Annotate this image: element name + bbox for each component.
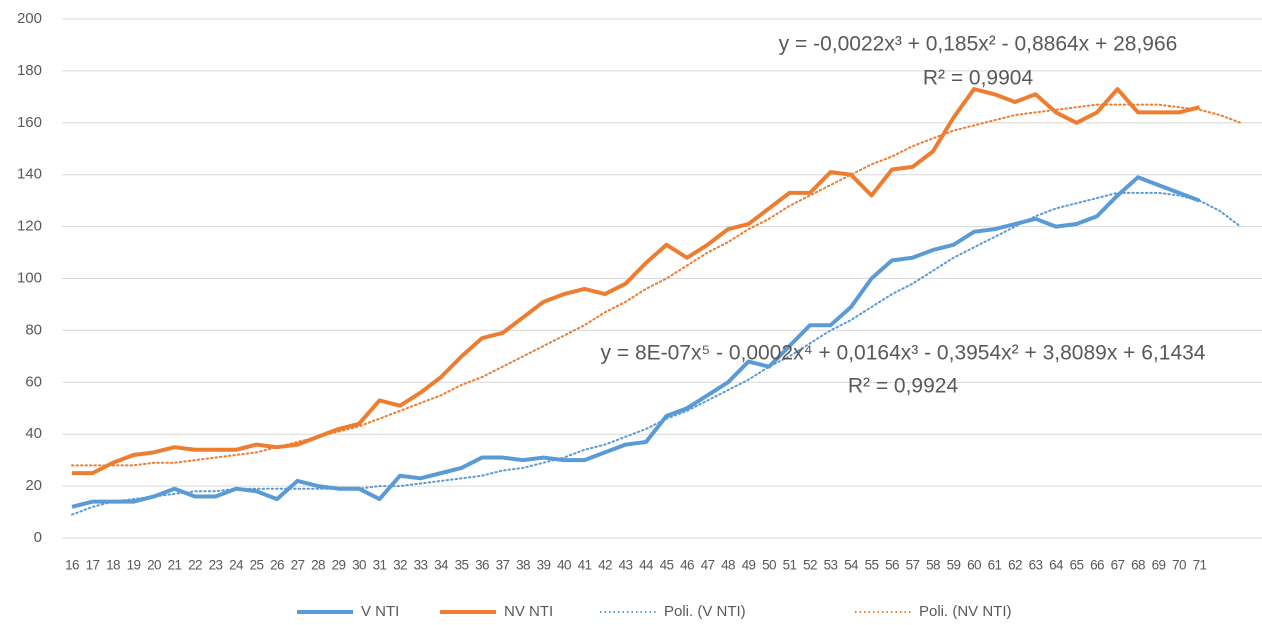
legend-label: Poli. (V NTI)	[664, 603, 746, 620]
x-tick-label: 34	[434, 558, 449, 573]
x-tick-label: 32	[393, 558, 407, 573]
x-tick-label: 55	[865, 558, 879, 573]
x-tick-label: 35	[455, 558, 469, 573]
x-tick-label: 39	[537, 558, 551, 573]
series-line	[72, 87, 1200, 476]
y-tick-label: 160	[17, 114, 42, 131]
x-tick-label: 29	[332, 558, 346, 573]
x-tick-label: 58	[926, 558, 940, 573]
x-tick-label: 41	[578, 558, 592, 573]
x-tick-label: 25	[250, 558, 264, 573]
series-line	[71, 175, 1201, 509]
legend-label: Poli. (NV NTI)	[919, 603, 1012, 620]
x-tick-label: 61	[988, 558, 1002, 573]
x-tick-label: 16	[65, 558, 79, 573]
x-tick-label: 38	[516, 558, 530, 573]
trend-line	[71, 103, 1242, 467]
x-tick-label: 69	[1152, 558, 1166, 573]
x-tick-label: 44	[639, 558, 654, 573]
r-squared: R² = 0,9924	[848, 375, 959, 398]
y-tick-label: 0	[34, 529, 42, 546]
equation: y = -0,0022x³ + 0,185x² - 0,8864x + 28,9…	[779, 33, 1178, 56]
x-tick-label: 21	[168, 558, 182, 573]
r-squared: R² = 0,9904	[923, 67, 1034, 90]
y-tick-label: 80	[25, 321, 42, 338]
x-tick-label: 63	[1029, 558, 1043, 573]
x-tick-label: 36	[475, 558, 489, 573]
x-tick-label: 17	[86, 558, 100, 573]
x-tick-label: 18	[106, 558, 120, 573]
x-tick-label: 45	[660, 558, 674, 573]
y-tick-label: 40	[25, 425, 42, 442]
x-tick-label: 19	[127, 558, 141, 573]
x-tick-label: 47	[701, 558, 715, 573]
legend-label: NV NTI	[504, 603, 553, 620]
x-tick-label: 37	[496, 558, 510, 573]
x-tick-label: 26	[270, 558, 284, 573]
y-tick-label: 140	[17, 166, 42, 183]
x-tick-label: 23	[209, 558, 223, 573]
x-tick-label: 53	[824, 558, 838, 573]
y-tick-label: 60	[25, 373, 42, 390]
x-tick-label: 65	[1070, 558, 1084, 573]
x-tick-label: 20	[147, 558, 161, 573]
x-tick-label: 22	[188, 558, 202, 573]
x-tick-label: 24	[229, 558, 244, 573]
y-tick-label: 20	[25, 477, 42, 494]
y-tick-label: 120	[17, 218, 42, 235]
x-tick-label: 50	[762, 558, 776, 573]
x-tick-label: 68	[1131, 558, 1145, 573]
legend-label: V NTI	[361, 603, 399, 620]
x-tick-label: 40	[557, 558, 571, 573]
y-tick-label: 180	[17, 62, 42, 79]
x-tick-label: 49	[742, 558, 756, 573]
y-tick-label: 100	[17, 269, 42, 286]
x-tick-label: 42	[598, 558, 612, 573]
x-tick-label: 57	[906, 558, 920, 573]
x-tick-label: 62	[1008, 558, 1022, 573]
x-tick-label: 46	[680, 558, 694, 573]
x-tick-label: 56	[885, 558, 899, 573]
x-tick-label: 71	[1193, 558, 1207, 573]
x-tick-label: 52	[803, 558, 817, 573]
x-tick-label: 66	[1090, 558, 1104, 573]
x-tick-label: 67	[1111, 558, 1125, 573]
x-tick-label: 51	[783, 558, 797, 573]
x-tick-label: 43	[619, 558, 633, 573]
x-tick-label: 59	[947, 558, 961, 573]
x-tick-label: 60	[967, 558, 981, 573]
x-tick-label: 31	[373, 558, 387, 573]
x-tick-label: 70	[1172, 558, 1186, 573]
equation: y = 8E-07x⁵ - 0,0002x⁴ + 0,0164x³ - 0,39…	[601, 342, 1206, 365]
trend-line	[71, 191, 1242, 516]
x-tick-label: 64	[1049, 558, 1064, 573]
x-tick-label: 30	[352, 558, 366, 573]
x-tick-label: 48	[721, 558, 735, 573]
x-tick-label: 28	[311, 558, 325, 573]
x-tick-label: 33	[414, 558, 428, 573]
y-tick-label: 200	[17, 10, 42, 27]
x-tick-label: 54	[844, 558, 859, 573]
x-tick-label: 27	[291, 558, 305, 573]
